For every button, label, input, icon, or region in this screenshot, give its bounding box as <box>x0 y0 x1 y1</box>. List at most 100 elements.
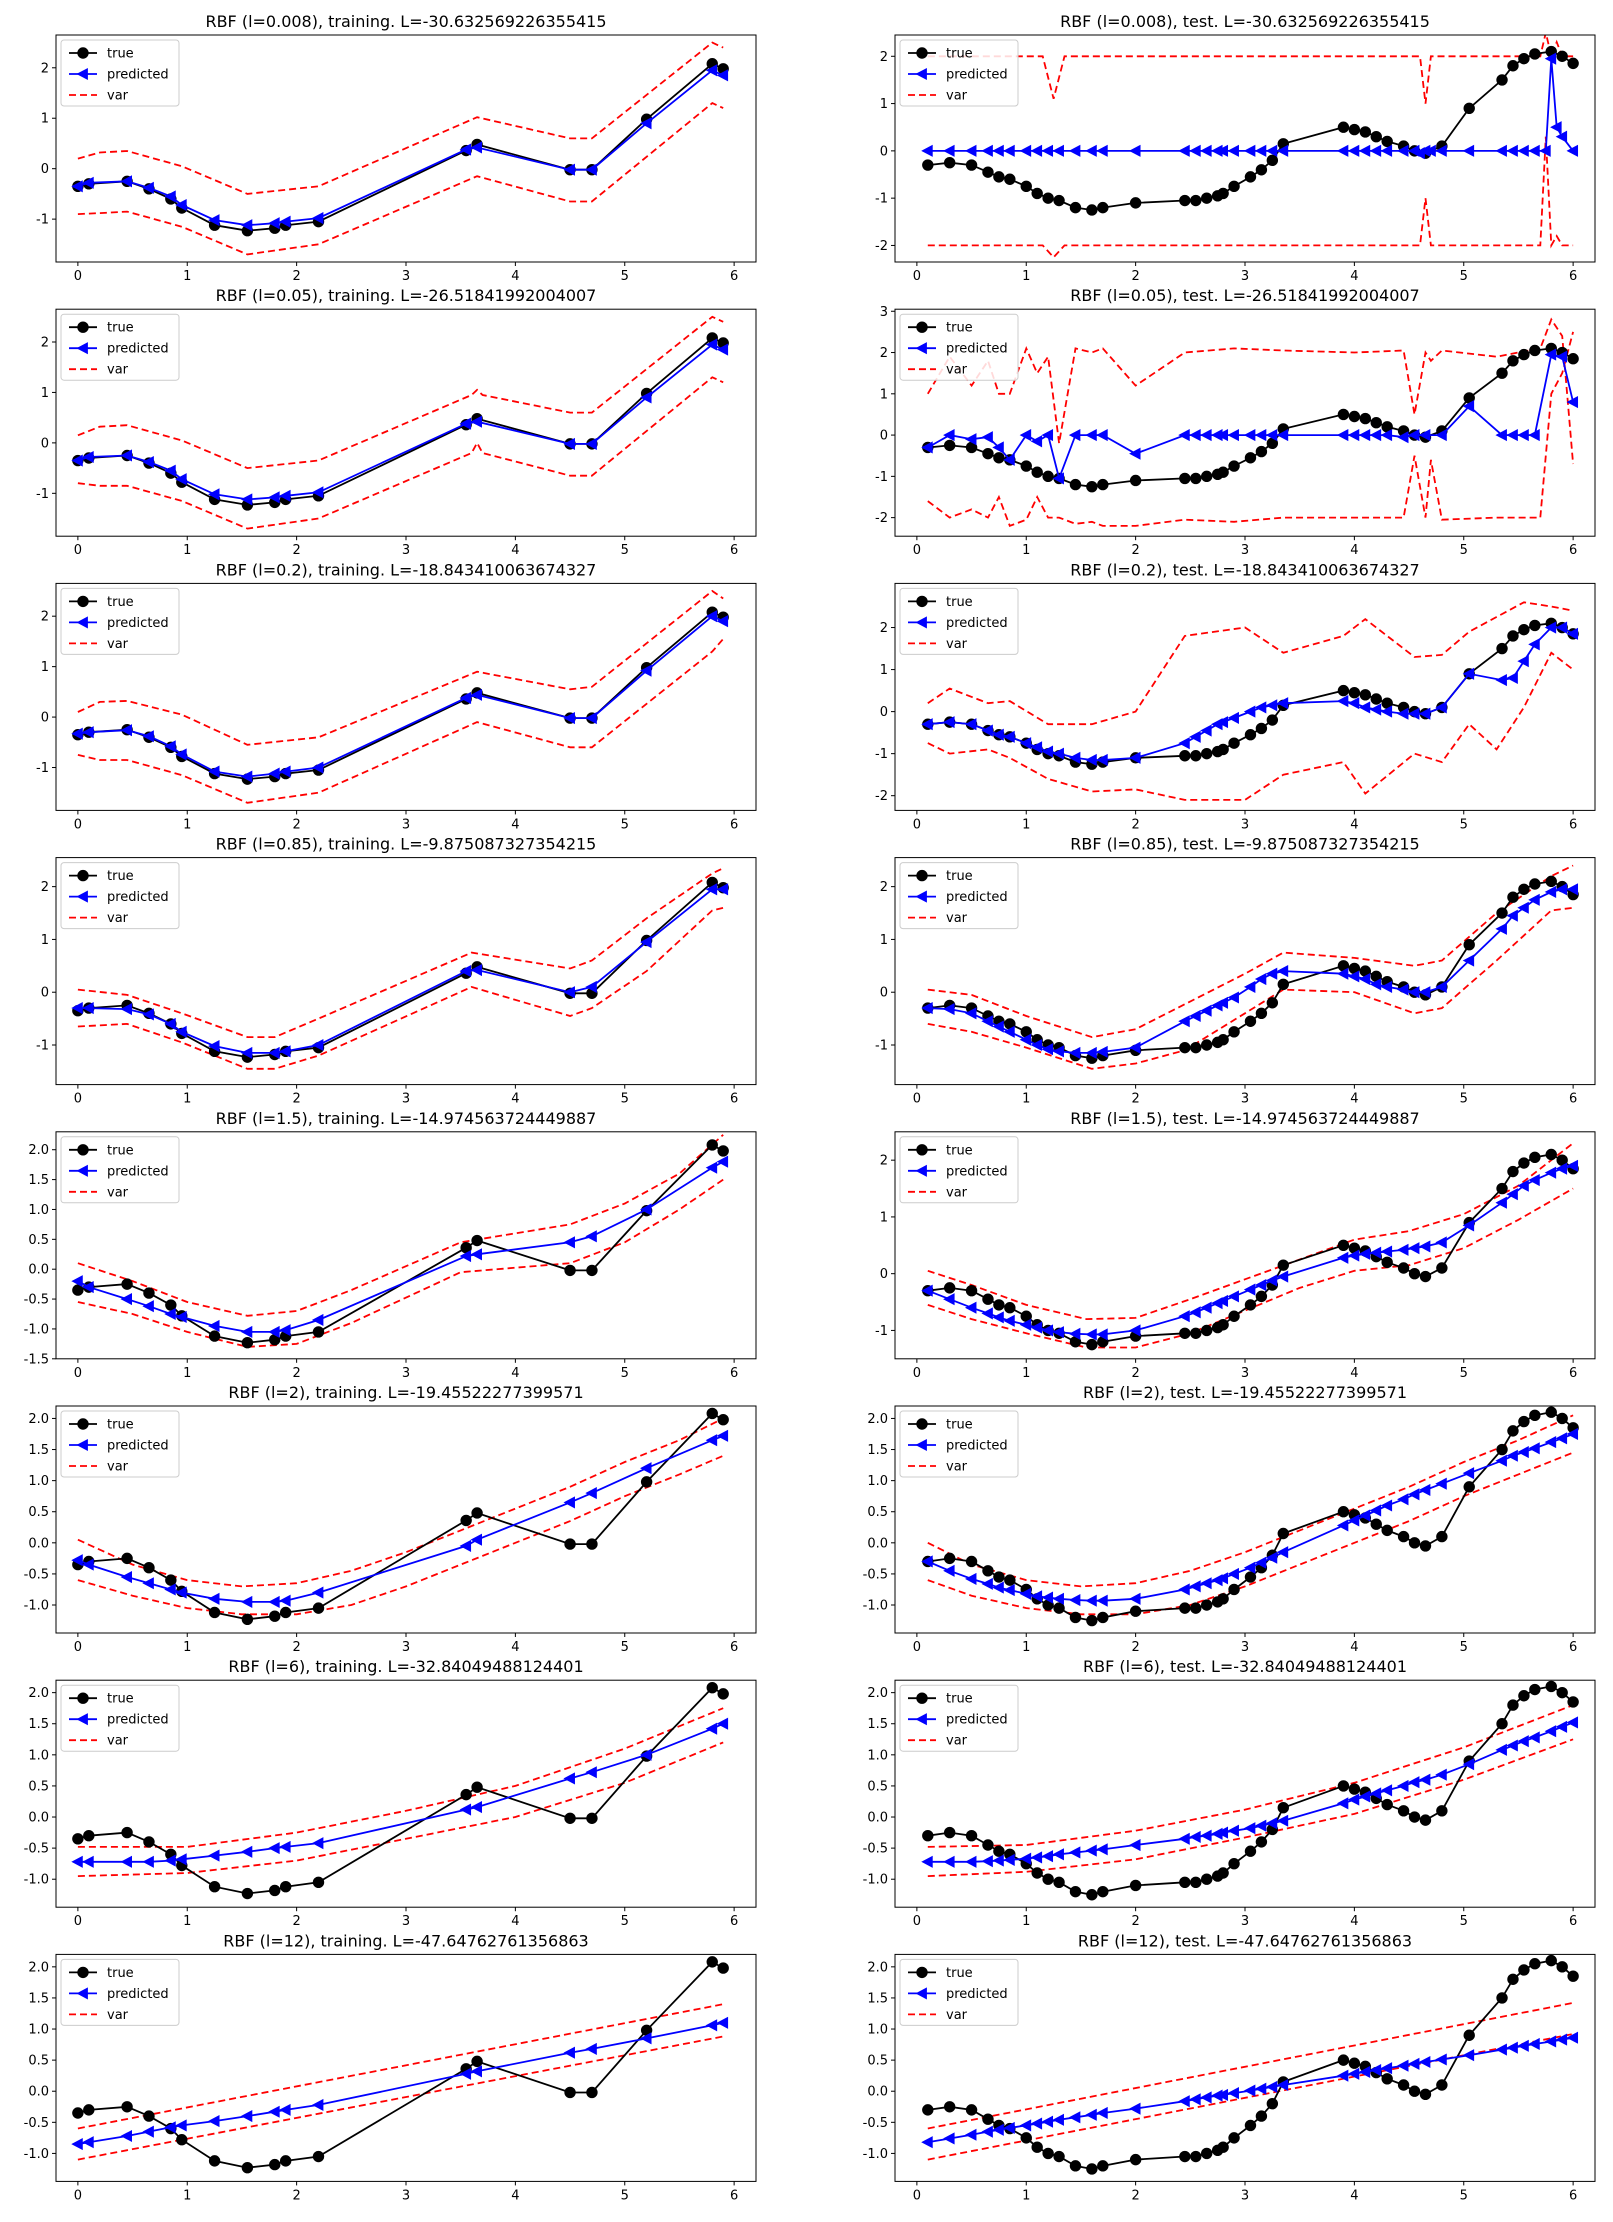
y-tick-label: 0.0 <box>28 1811 49 1826</box>
predicted-point <box>1506 1449 1518 1462</box>
legend-label-true: true <box>946 595 973 610</box>
predicted-point <box>1495 922 1507 935</box>
legend-label-var: var <box>946 1185 968 1200</box>
subplot-title: RBF (l=0.05), test. L=-26.51841992004007 <box>1070 286 1419 305</box>
predicted-point <box>311 1038 324 1052</box>
true-point <box>1201 1324 1213 1337</box>
true-point <box>143 1287 155 1299</box>
var-lower-line <box>927 331 1574 528</box>
x-tick-label: 1 <box>183 269 191 284</box>
predicted-point <box>1495 1743 1507 1756</box>
predicted-point <box>1030 1038 1043 1052</box>
predicted-point <box>1189 1580 1201 1593</box>
y-tick-label: 2.0 <box>867 1412 888 1427</box>
predicted-point <box>1517 655 1529 668</box>
predicted-point <box>1347 970 1360 983</box>
true-point <box>1042 470 1054 483</box>
y-tick-label: 1 <box>880 387 888 402</box>
legend: true predicted var <box>899 1958 1019 2026</box>
predicted-point <box>1407 1488 1420 1501</box>
x-tick-label: 0 <box>74 1914 82 1929</box>
true-point <box>1201 747 1213 760</box>
legend-box <box>60 1136 180 1204</box>
legend-marker-true <box>77 1144 89 1156</box>
predicted-point <box>921 1001 933 1015</box>
legend-marker-true <box>916 1966 928 1979</box>
predicted-point <box>585 1230 597 1243</box>
predicted-point <box>1418 1773 1431 1786</box>
legend-marker-predicted <box>915 342 927 355</box>
predicted-point <box>208 488 220 501</box>
predicted-point <box>1407 2057 1420 2070</box>
true-point <box>586 1538 598 1550</box>
predicted-point <box>943 716 955 729</box>
predicted-point <box>1068 1327 1081 1340</box>
legend: true predicted var <box>899 1684 1019 1752</box>
y-tick-label: 0.0 <box>28 1263 49 1278</box>
predicted-point <box>175 198 187 212</box>
x-tick-label: 5 <box>621 1914 629 1929</box>
predicted-point <box>1003 1314 1015 1327</box>
true-point <box>241 1887 254 1900</box>
predicted-point <box>1347 2067 1360 2080</box>
predicted-point <box>1052 747 1064 760</box>
predicted-point <box>964 433 977 446</box>
predicted-point <box>1544 1725 1557 1738</box>
predicted-point <box>1096 1843 1108 1856</box>
predicted-point <box>120 1855 132 1868</box>
true-point <box>1518 623 1530 636</box>
predicted-point <box>1216 996 1229 1009</box>
true-point <box>1129 1879 1142 1892</box>
legend-marker-predicted <box>76 1164 88 1177</box>
true-point <box>943 1826 956 1839</box>
y-tick-label: -2 <box>875 239 888 254</box>
true-point <box>1337 1239 1350 1252</box>
predicted-point <box>1003 730 1015 743</box>
predicted-point <box>1129 447 1141 460</box>
predicted-point <box>1019 737 1032 750</box>
true-point <box>1507 1973 1519 1985</box>
predicted-point <box>1265 1274 1278 1287</box>
predicted-point <box>1129 2102 1141 2115</box>
y-tick-label: 1.5 <box>867 1443 888 1458</box>
predicted-point <box>279 1594 291 1607</box>
predicted-point <box>1019 2119 1032 2132</box>
subplot-title: RBF (l=1.5), test. L=-14.974563724449887 <box>1070 1109 1419 1128</box>
var-lower-line <box>77 906 724 1070</box>
x-tick-label: 0 <box>913 269 921 284</box>
x-tick-label: 5 <box>1460 543 1468 558</box>
legend-label-predicted: predicted <box>946 1439 1008 1454</box>
x-tick-label: 6 <box>1569 2188 1577 2203</box>
subplot-title: RBF (l=6), test. L=-32.84049488124401 <box>1083 1657 1407 1676</box>
predicted-point <box>1495 674 1507 687</box>
var-lower-line <box>927 651 1574 801</box>
subplot-title: RBF (l=1.5), training. L=-14.97456372444… <box>216 1109 597 1128</box>
predicted-point <box>640 1203 652 1216</box>
predicted-point <box>1347 144 1360 157</box>
predicted-point <box>1019 1318 1032 1331</box>
predicted-point <box>279 489 291 502</box>
x-tick-label: 4 <box>1350 1640 1358 1655</box>
true-point <box>1463 102 1475 115</box>
predicted-point <box>1462 2049 1475 2062</box>
predicted-point <box>1068 1046 1081 1059</box>
y-tick-label: -1 <box>875 747 888 762</box>
predicted-point <box>1019 1033 1032 1046</box>
predicted-point <box>640 1462 652 1475</box>
y-tick-label: 1 <box>41 112 49 127</box>
predicted-point <box>268 1842 280 1855</box>
x-tick-label: 3 <box>402 269 410 284</box>
predicted-point <box>1358 972 1371 986</box>
true-point <box>1359 412 1372 425</box>
predicted-point <box>1254 429 1267 442</box>
predicted-point <box>1336 144 1349 157</box>
predicted-point <box>1052 2113 1064 2126</box>
legend-label-var: var <box>107 637 129 652</box>
true-point <box>1129 2153 1142 2166</box>
predicted-point <box>175 473 187 486</box>
true-point <box>1217 187 1229 200</box>
predicted-point <box>585 1766 597 1779</box>
true-point <box>1348 1783 1361 1795</box>
true-point <box>1518 1964 1530 1976</box>
subplot-10: RBF (l=1.5), test. L=-14.974563724449887… <box>875 1109 1596 1381</box>
